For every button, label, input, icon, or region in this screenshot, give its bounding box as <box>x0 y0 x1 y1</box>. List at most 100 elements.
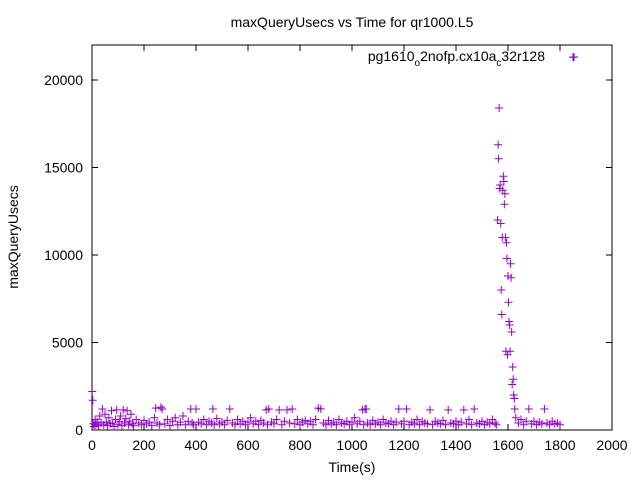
data-point <box>259 419 268 427</box>
data-point <box>210 420 219 429</box>
data-point <box>220 420 229 429</box>
data-point <box>223 416 232 425</box>
data-point <box>212 414 221 423</box>
data-point <box>500 200 509 209</box>
data-point <box>163 415 172 424</box>
data-point <box>311 415 320 424</box>
data-point <box>467 420 476 429</box>
data-point <box>444 405 453 414</box>
data-point <box>410 419 419 428</box>
data-point <box>192 405 200 413</box>
data-point <box>155 420 164 429</box>
plot-border <box>91 44 613 431</box>
data-point <box>465 415 473 424</box>
data-point <box>280 417 289 426</box>
data-point <box>114 420 122 429</box>
data-point <box>441 420 450 429</box>
y-tick-label: 20000 <box>44 72 83 88</box>
data-point <box>517 415 525 424</box>
plot-area <box>91 44 613 431</box>
data-point <box>166 421 174 430</box>
data-point <box>288 405 297 413</box>
x-axis-label: Time(s) <box>329 459 376 475</box>
data-point <box>127 410 135 419</box>
data-point <box>254 420 263 429</box>
data-point <box>116 412 125 420</box>
chart-title: maxQueryUsecs vs Time for qr1000.L5 <box>231 14 474 30</box>
data-point <box>510 405 519 413</box>
data-point <box>491 419 499 427</box>
x-axis: 0 200 400 600 800 1000 1200 1400 1600 1800 2000 <box>88 45 628 453</box>
data-point <box>246 413 255 422</box>
data-point <box>137 420 146 429</box>
data-point <box>394 405 403 413</box>
data-point <box>350 413 359 422</box>
data-point <box>158 405 167 413</box>
data-point <box>111 415 120 424</box>
data-point <box>502 254 511 263</box>
y-tick-label: 10000 <box>44 247 83 263</box>
data-point <box>309 420 317 429</box>
data-point <box>322 420 330 429</box>
data-point <box>423 419 432 428</box>
x-tick-label: 600 <box>236 437 260 453</box>
data-point <box>199 415 208 424</box>
data-point <box>376 420 385 429</box>
data-point <box>502 238 511 247</box>
data-point <box>285 419 294 427</box>
data-point <box>496 181 505 189</box>
data-point <box>522 417 531 426</box>
data-point <box>293 415 302 424</box>
x-tick-label: 1400 <box>440 437 471 453</box>
data-point <box>101 410 109 419</box>
data-point <box>459 405 468 414</box>
x-tick-label: 2000 <box>596 437 627 453</box>
data-point <box>556 420 564 429</box>
data-point <box>462 419 471 428</box>
data-point <box>123 406 132 415</box>
data-point <box>457 418 466 427</box>
data-point <box>366 420 375 429</box>
data-point <box>104 413 113 422</box>
legend-label: pg1610o2nofp.cx10ac32r128 <box>368 48 545 69</box>
x-tick-label: 1000 <box>336 437 367 453</box>
data-point <box>505 317 514 326</box>
x-tick-label: 400 <box>184 437 208 453</box>
data-point <box>95 412 104 420</box>
data-point <box>147 421 156 430</box>
data-point <box>208 405 217 413</box>
data-point <box>98 405 107 413</box>
data-point <box>119 405 128 414</box>
data-point <box>506 347 515 356</box>
data-point <box>225 405 234 413</box>
data-point <box>402 405 411 413</box>
data-point <box>160 419 169 428</box>
y-tick-label: 0 <box>75 422 83 438</box>
data-point <box>102 418 111 427</box>
data-point <box>498 186 507 195</box>
data-point <box>496 219 505 228</box>
data-point <box>124 420 133 429</box>
data-point <box>90 422 99 431</box>
x-tick-label: 1600 <box>492 437 523 453</box>
data-point <box>151 404 160 413</box>
data-point <box>270 419 278 428</box>
data-point <box>115 417 124 426</box>
data-point <box>362 405 371 413</box>
data-point <box>355 417 364 426</box>
data-point <box>150 413 159 422</box>
data-point <box>188 419 197 427</box>
x-tick-label: 800 <box>288 437 312 453</box>
data-point <box>197 419 206 428</box>
data-point <box>506 259 515 268</box>
data-point <box>499 172 508 181</box>
data-point <box>275 405 284 414</box>
data-point <box>231 420 239 429</box>
data-point <box>348 418 356 427</box>
data-point <box>497 286 506 294</box>
x-tick-label: 0 <box>88 437 96 453</box>
data-point <box>508 380 517 389</box>
data-point <box>499 177 508 186</box>
data-point <box>184 417 193 426</box>
